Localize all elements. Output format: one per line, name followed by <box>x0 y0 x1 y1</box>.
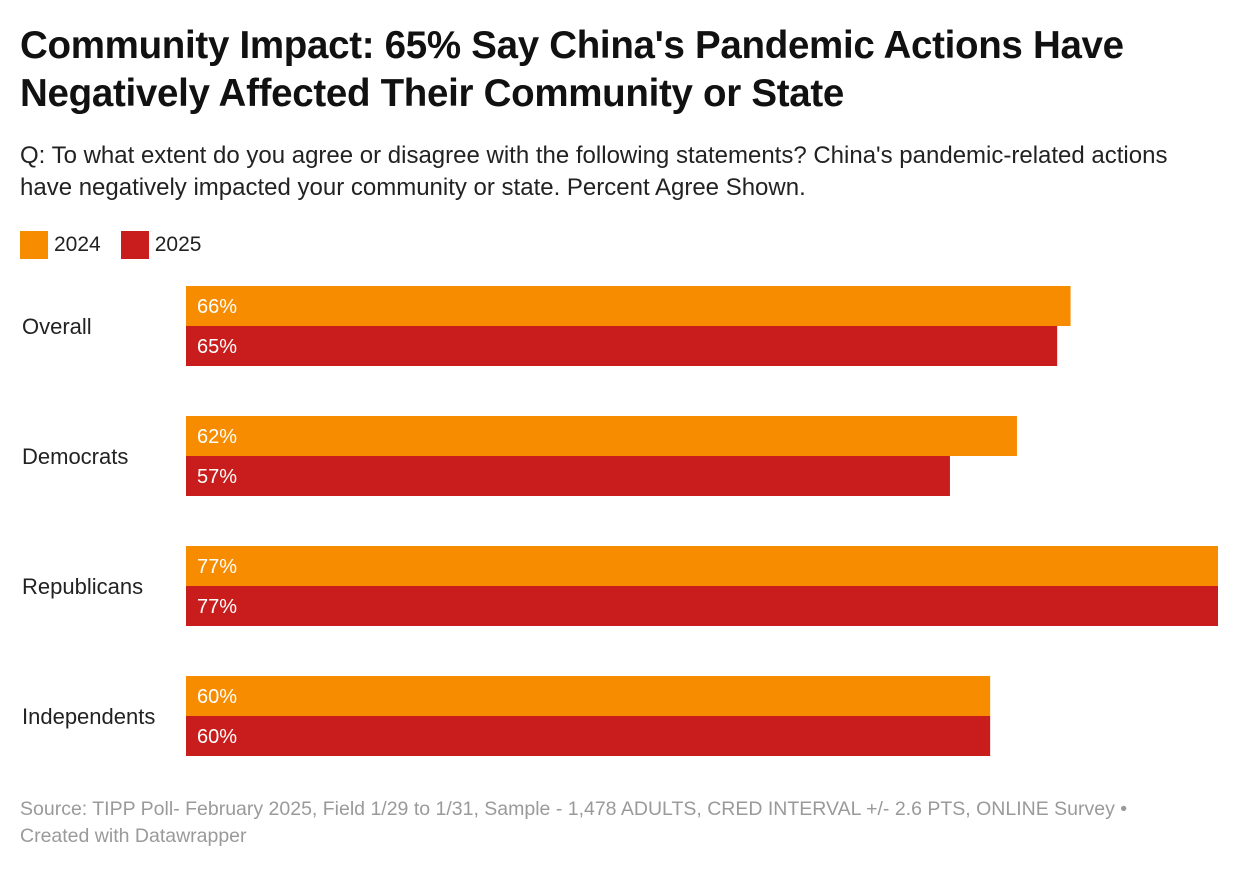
legend: 2024 2025 <box>20 230 221 260</box>
category-label-independents: Independents <box>22 704 155 729</box>
chart-subtitle: Q: To what extent do you agree or disagr… <box>20 142 1168 201</box>
bar-independents-2024 <box>186 676 991 716</box>
value-label-overall-2024: 66% <box>197 296 237 318</box>
legend-swatch-2024 <box>20 231 48 259</box>
value-label-independents-2024: 60% <box>197 686 237 708</box>
bar-independents-2025 <box>186 716 991 756</box>
value-label-republicans-2024: 77% <box>197 556 237 578</box>
category-label-democrats: Democrats <box>22 444 128 469</box>
category-label-overall: Overall <box>22 314 92 339</box>
legend-item-2024: 2024 <box>20 231 101 259</box>
value-label-republicans-2025: 77% <box>197 596 237 618</box>
category-label-republicans: Republicans <box>22 574 143 599</box>
bar-democrats-2024 <box>186 416 1017 456</box>
bar-republicans-2025 <box>186 586 1218 626</box>
value-label-democrats-2025: 57% <box>197 466 237 488</box>
bar-overall-2024 <box>186 286 1071 326</box>
bar-group-overall: Overall 66% 65% <box>22 286 1071 366</box>
source-note: Source: TIPP Poll- February 2025, Field … <box>20 798 1128 847</box>
bar-overall-2025 <box>186 326 1058 366</box>
bar-group-independents: Independents 60% 60% <box>22 676 991 756</box>
bar-group-republicans: Republicans 77% 77% <box>22 546 1218 626</box>
bar-chart: Overall 66% 65% Democrats 62% 57% Republicans 7… <box>22 286 1218 756</box>
legend-label-2025: 2025 <box>154 233 202 256</box>
legend-swatch-2025 <box>120 231 149 259</box>
chart-title: Community Impact: 65% Say China's Pandem… <box>20 24 1124 115</box>
value-label-overall-2025: 65% <box>197 336 237 358</box>
value-label-independents-2025: 60% <box>197 726 237 748</box>
bar-democrats-2025 <box>186 456 950 496</box>
value-label-democrats-2024: 62% <box>197 426 237 448</box>
bar-group-democrats: Democrats 62% 57% <box>22 416 1017 496</box>
bar-republicans-2024 <box>186 546 1218 586</box>
legend-label-2024: 2024 <box>54 233 101 256</box>
legend-item-2025: 2025 <box>120 231 202 259</box>
